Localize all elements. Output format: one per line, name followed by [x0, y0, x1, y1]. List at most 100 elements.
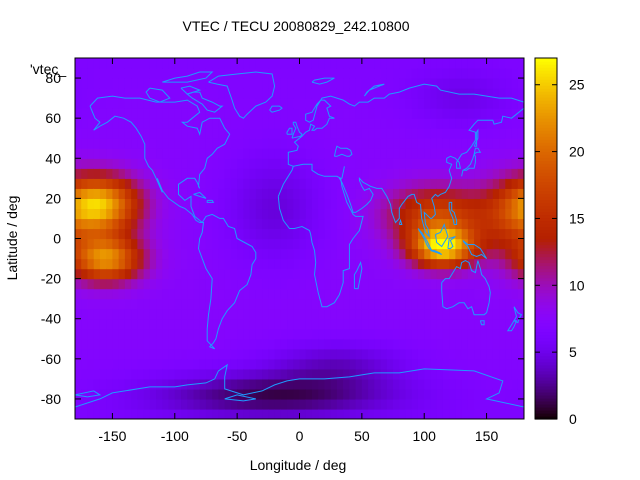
heatmap-cell — [230, 218, 238, 230]
heatmap-cell — [436, 78, 444, 89]
colorbar-strip — [535, 346, 557, 351]
heatmap-cell — [486, 338, 494, 350]
heatmap-cell — [81, 128, 89, 139]
heatmap-cell — [149, 228, 157, 240]
heatmap-cell — [424, 388, 432, 400]
heatmap-cell — [99, 188, 107, 199]
heatmap-cell — [436, 388, 444, 400]
heatmap-cell — [330, 358, 338, 370]
heatmap-cell — [237, 338, 244, 350]
heatmap-cell — [268, 378, 276, 390]
colorbar-strip — [535, 280, 557, 285]
heatmap-cell — [374, 378, 382, 390]
heatmap-cell — [143, 138, 151, 149]
heatmap-cell — [380, 408, 388, 419]
heatmap-cell — [430, 358, 438, 370]
colorbar-strip — [535, 328, 557, 333]
heatmap-cell — [324, 128, 332, 139]
colorbar-strip — [535, 124, 557, 128]
heatmap-cell — [455, 228, 463, 240]
heatmap-cell — [474, 358, 481, 370]
heatmap-cell — [124, 338, 132, 350]
colorbar-strip — [535, 112, 557, 116]
heatmap-cell — [299, 338, 307, 350]
heatmap-cell — [99, 208, 107, 220]
heatmap-cell — [87, 408, 95, 419]
heatmap-cell — [393, 288, 400, 300]
heatmap-cell — [243, 318, 251, 330]
heatmap-cell — [486, 68, 494, 79]
heatmap-cell — [87, 368, 95, 380]
heatmap-cell — [311, 158, 319, 169]
heatmap-cell — [131, 248, 138, 260]
colorbar-strip — [535, 304, 557, 309]
heatmap-cell — [455, 68, 463, 79]
heatmap-cell — [199, 328, 207, 340]
heatmap-cell — [311, 358, 319, 370]
heatmap-cell — [305, 328, 313, 340]
heatmap-cell — [393, 328, 400, 340]
heatmap-cell — [75, 258, 82, 270]
heatmap-cell — [205, 128, 213, 139]
heatmap-cell — [361, 258, 369, 270]
heatmap-cell — [461, 398, 469, 410]
heatmap-cell — [81, 228, 89, 240]
heatmap-cell — [143, 148, 151, 159]
heatmap-cell — [230, 338, 238, 350]
heatmap-cell — [218, 308, 226, 320]
heatmap-cell — [81, 338, 89, 350]
heatmap-cell — [181, 108, 188, 119]
heatmap-cell — [75, 318, 82, 330]
heatmap-cell — [386, 228, 394, 240]
heatmap-cell — [343, 228, 350, 240]
heatmap-cell — [411, 78, 419, 89]
colorbar-strip — [535, 367, 557, 372]
coastline — [162, 71, 214, 83]
heatmap-cell — [187, 278, 195, 290]
heatmap-cell — [492, 408, 500, 419]
heatmap-cell — [442, 108, 450, 119]
heatmap-cell — [118, 98, 126, 109]
heatmap-cell — [480, 238, 488, 250]
heatmap-cell — [361, 348, 369, 360]
heatmap-cell — [305, 258, 313, 270]
heatmap-cell — [511, 88, 519, 99]
heatmap-cell — [112, 318, 120, 330]
colorbar-strip — [535, 409, 557, 414]
heatmap-cell — [343, 368, 350, 380]
heatmap-cell — [318, 358, 326, 370]
heatmap-cell — [380, 108, 388, 119]
heatmap-cell — [499, 308, 506, 320]
heatmap-cell — [199, 358, 207, 370]
heatmap-cell — [517, 178, 524, 189]
heatmap-cell — [255, 158, 263, 169]
heatmap-cell — [430, 68, 438, 79]
heatmap-cell — [430, 258, 438, 270]
heatmap-cell — [324, 188, 332, 199]
heatmap-cell — [349, 388, 357, 400]
heatmap-cell — [474, 158, 481, 169]
heatmap-cell — [324, 208, 332, 220]
heatmap-cell — [287, 98, 294, 109]
colorbar-strip — [535, 226, 557, 231]
heatmap-cell — [187, 308, 195, 320]
heatmap-cell — [380, 158, 388, 169]
heatmap-cell — [343, 398, 350, 410]
heatmap-cell — [361, 128, 369, 139]
heatmap-cell — [311, 348, 319, 360]
heatmap-cell — [411, 98, 419, 109]
heatmap-cell — [442, 188, 450, 199]
heatmap-cell — [368, 58, 375, 69]
heatmap-cell — [417, 278, 425, 290]
heatmap-cell — [174, 218, 182, 230]
heatmap-cell — [318, 378, 326, 390]
heatmap-cell — [93, 68, 101, 79]
heatmap-cell — [181, 208, 188, 220]
heatmap-cell — [199, 198, 207, 210]
heatmap-cell — [411, 368, 419, 380]
colorbar-strip — [535, 334, 557, 339]
heatmap-cell — [424, 148, 432, 159]
heatmap-cell — [162, 388, 170, 400]
heatmap-cell — [143, 208, 151, 220]
heatmap-cell — [205, 108, 213, 119]
